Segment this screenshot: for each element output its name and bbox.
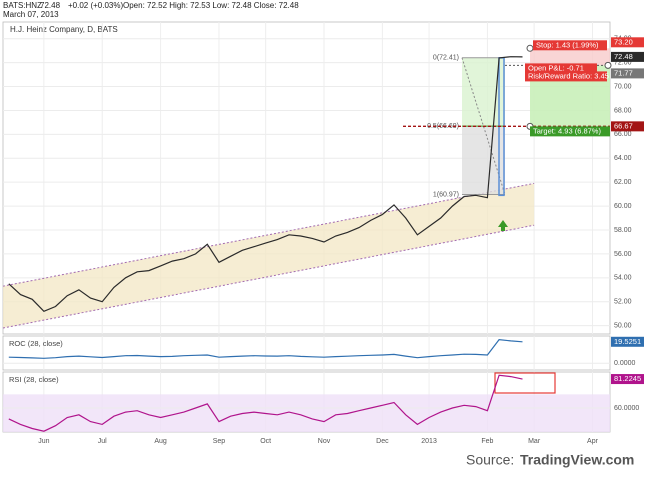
panel [2, 21, 611, 335]
y-tick-label: 66.00 [614, 131, 632, 138]
y-tick-label: 68.00 [614, 107, 632, 114]
position-label: Target: 4.93 (6.87%) [533, 126, 601, 135]
price-level-bg [611, 121, 644, 132]
fib-label: 0(72.41) [433, 55, 459, 62]
y-tick-label: 62.00 [614, 179, 632, 186]
position-label: Risk/Reward Ratio: 3.45 [528, 71, 609, 80]
x-tick-label: Nov [318, 438, 331, 445]
fib-label: 1(60.97) [433, 191, 459, 198]
position-label-bg [533, 40, 607, 51]
series-line [8, 56, 523, 313]
last-price: 72.48 [40, 1, 61, 10]
y-tick-label: 50.00 [614, 322, 632, 329]
last-value-bg [611, 51, 644, 62]
price-level-bg [611, 37, 644, 48]
price-level: 73.20 [614, 37, 633, 46]
channel-fill [3, 183, 535, 329]
change: +0.02 (+0.03%) [68, 1, 123, 10]
x-tick-label: Jun [38, 438, 49, 445]
x-tick-label: Feb [481, 438, 493, 445]
position-label: Stop: 1.43 (1.99%) [536, 40, 599, 49]
last-value-bg [611, 374, 644, 385]
x-tick-label: Jul [98, 438, 107, 445]
x-tick-label: Sep [213, 438, 226, 445]
y-tick-label: 0.0000 [614, 360, 636, 367]
last-value-bg [611, 336, 644, 347]
chart-title: H.J. Heinz Company, D, BATS [10, 25, 118, 34]
y-tick-label: 52.00 [614, 299, 632, 306]
price-level: 66.67 [614, 121, 633, 130]
x-tick-label: Mar [528, 438, 541, 445]
arrow-up [498, 220, 508, 231]
y-tick-label: 58.00 [614, 227, 632, 234]
fib-zone-lower [462, 126, 505, 195]
stop-zone [530, 48, 610, 66]
x-tick-label: Aug [154, 438, 167, 445]
series-line [8, 338, 523, 359]
source-prefix: Source: [466, 452, 514, 468]
last-value: 19.5251 [614, 337, 641, 346]
panel [2, 335, 611, 371]
y-tick-label: 56.00 [614, 251, 632, 258]
y-tick-label: 72.00 [614, 59, 632, 66]
highlight-box [494, 372, 556, 394]
handle [526, 44, 534, 52]
last-value: 72.48 [614, 52, 633, 61]
x-tick-label: Apr [587, 438, 599, 445]
x-tick-label: Oct [260, 438, 271, 445]
rsi-band [3, 394, 610, 432]
handle [604, 61, 612, 69]
x-tick-label: 2013 [421, 438, 437, 445]
y-tick-label: 60.0000 [614, 405, 639, 412]
position-label-bg [525, 71, 607, 82]
ohlc: Open: 72.52 High: 72.53 Low: 72.48 Close… [123, 1, 299, 10]
position-label-bg [525, 63, 597, 74]
x-tick-label: Dec [376, 438, 389, 445]
price-level: 71.77 [614, 68, 633, 77]
price-level-bg [611, 68, 644, 79]
series-line [8, 374, 523, 432]
y-tick-label: 70.00 [614, 83, 632, 90]
position-label: Open P&L: -0.71 [528, 63, 584, 72]
panel-title: ROC (28, close) [9, 339, 63, 348]
date: March 07, 2013 [3, 10, 59, 19]
y-tick-label: 64.00 [614, 155, 632, 162]
symbol: BATS:HNZ [3, 1, 42, 10]
y-tick-label: 60.00 [614, 203, 632, 210]
source-site: TradingView.com [520, 452, 634, 468]
position-label-bg [530, 126, 610, 137]
y-tick-label: 54.00 [614, 275, 632, 282]
panel-title: RSI (28, close) [9, 375, 59, 384]
last-value: 81.2245 [614, 374, 641, 383]
